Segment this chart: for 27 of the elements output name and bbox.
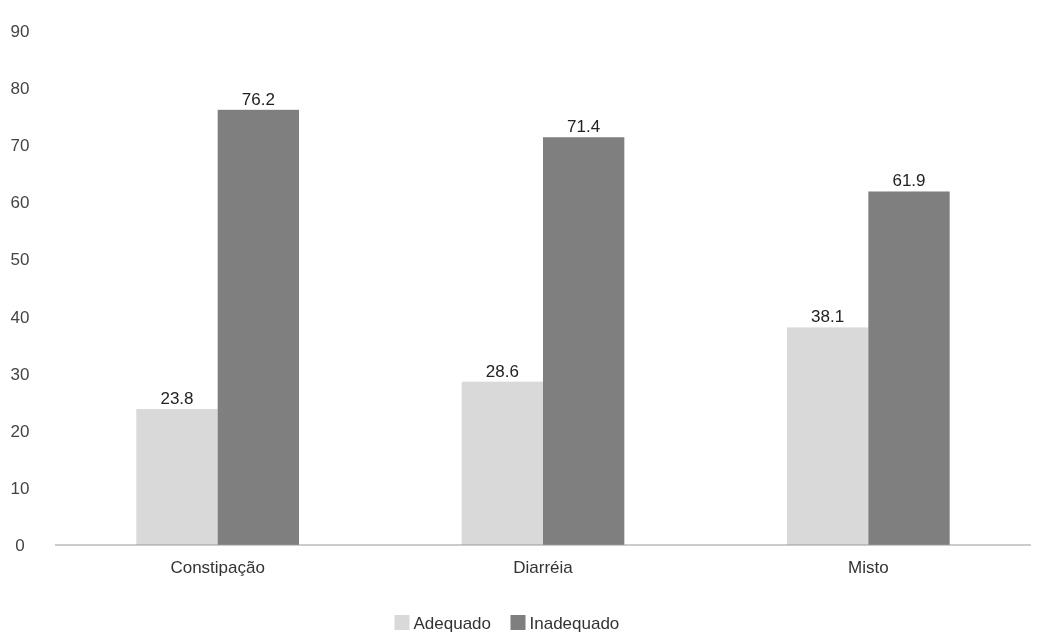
- y-tick-label: 30: [10, 364, 30, 384]
- data-label: 23.8: [160, 389, 194, 409]
- y-tick-label: 20: [10, 421, 30, 441]
- data-label: 61.9: [892, 171, 926, 191]
- bar: [868, 191, 950, 545]
- bar: [787, 327, 869, 545]
- data-label: 76.2: [241, 89, 275, 109]
- data-label: 38.1: [811, 307, 845, 327]
- bar: [217, 109, 299, 545]
- x-tick-label: Diarréia: [513, 558, 574, 577]
- legend-label: Adequado: [413, 614, 492, 633]
- x-tick-label: Misto: [848, 558, 889, 577]
- y-tick-label: 10: [10, 478, 30, 498]
- y-tick-label: 60: [10, 193, 30, 213]
- x-tick-label: Constipação: [170, 558, 265, 577]
- y-tick-label: 70: [10, 136, 30, 156]
- bar: [543, 137, 625, 545]
- bar: [461, 381, 543, 545]
- data-label: 28.6: [485, 361, 519, 381]
- y-tick-label: 90: [10, 21, 30, 41]
- data-label: 71.4: [567, 117, 601, 137]
- bar: [136, 409, 218, 545]
- y-tick-label: 80: [10, 79, 30, 99]
- y-tick-label: 50: [10, 250, 30, 270]
- y-tick-label: 40: [10, 307, 30, 327]
- y-tick-label: 0: [15, 535, 25, 555]
- legend-label: Inadequado: [529, 614, 620, 633]
